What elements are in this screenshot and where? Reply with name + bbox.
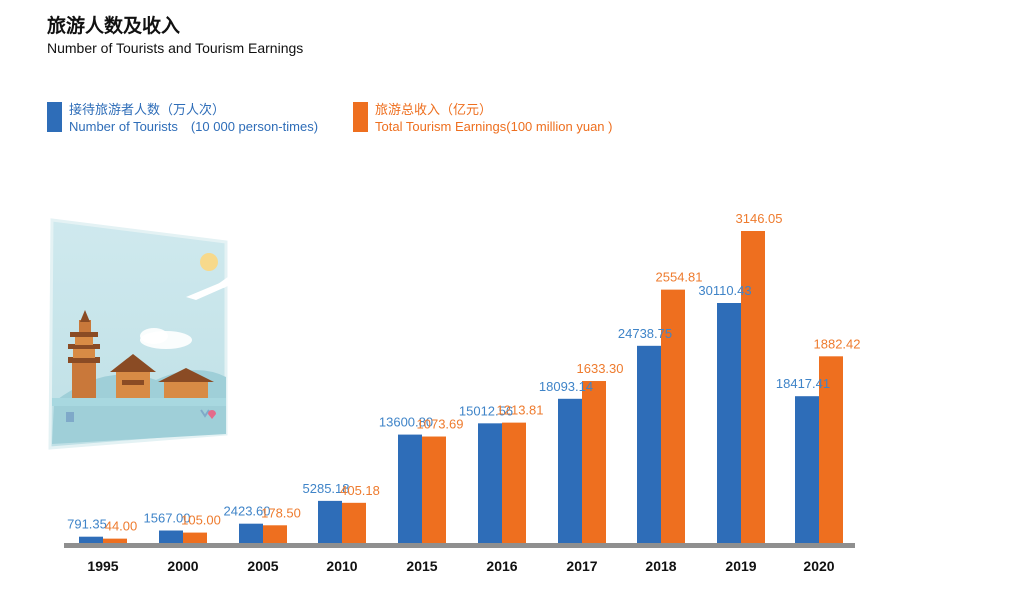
- legend-label-tourists-cn: 接待旅游者人数（万人次）: [69, 102, 226, 117]
- bar-earnings-2017: [582, 381, 606, 543]
- value-label-tourists-1995: 791.35: [67, 517, 107, 532]
- bar-tourists-1995: [79, 536, 103, 543]
- value-label-earnings-2017: 1633.30: [577, 361, 624, 376]
- bar-tourists-2005: [239, 523, 263, 543]
- value-label-tourists-2016: 15012.56: [459, 403, 513, 418]
- bar-tourists-2010: [318, 500, 342, 543]
- bar-tourists-2016: [478, 423, 502, 543]
- x-tick-label-1995: 1995: [87, 558, 118, 574]
- bar-tourists-2015: [398, 434, 422, 543]
- bar-earnings-2018: [661, 289, 685, 543]
- x-tick-label-2016: 2016: [486, 558, 517, 574]
- bar-tourists-2000: [159, 530, 183, 543]
- value-label-earnings-2015: 1073.69: [417, 417, 464, 432]
- value-label-earnings-2005: 178.50: [261, 505, 301, 520]
- bar-tourists-2019: [717, 303, 741, 543]
- bar-earnings-2020: [819, 356, 843, 543]
- value-label-earnings-2018: 2554.81: [656, 270, 703, 285]
- legend-item-tourists: 接待旅游者人数（万人次） Number of Tourists (10 000 …: [47, 101, 318, 135]
- x-axis-line: [64, 543, 855, 548]
- bar-earnings-1995: [103, 538, 127, 543]
- bar-tourists-2020: [795, 396, 819, 543]
- value-label-tourists-2005: 2423.60: [224, 504, 271, 519]
- value-label-tourists-2010: 5285.18: [303, 481, 350, 496]
- value-label-earnings-2016: 1213.81: [497, 403, 544, 418]
- bar-earnings-2000: [183, 532, 207, 543]
- x-tick-label-2005: 2005: [247, 558, 278, 574]
- legend-swatch-tourists: [47, 102, 62, 132]
- value-label-tourists-2018: 24738.75: [618, 326, 672, 341]
- chart-title-en: Number of Tourists and Tourism Earnings: [47, 40, 304, 56]
- bar-earnings-2005: [263, 525, 287, 543]
- value-label-tourists-2000: 1567.00: [144, 511, 191, 526]
- value-label-tourists-2015: 13600.80: [379, 415, 433, 430]
- value-label-earnings-2019: 3146.05: [736, 211, 783, 226]
- legend-label-earnings-en: Total Tourism Earnings(100 million yuan …: [375, 119, 613, 134]
- value-label-tourists-2020: 18417.41: [776, 376, 830, 391]
- legend-label-tourists-en: Number of Tourists (10 000 person-times): [69, 119, 319, 134]
- x-tick-label-2000: 2000: [167, 558, 198, 574]
- x-tick-label-2010: 2010: [326, 558, 357, 574]
- x-tick-label-2017: 2017: [566, 558, 597, 574]
- x-tick-label-2020: 2020: [803, 558, 834, 574]
- x-tick-label-2015: 2015: [406, 558, 437, 574]
- bar-earnings-2019: [741, 231, 765, 543]
- x-tick-label-2019: 2019: [725, 558, 756, 574]
- bar-earnings-2016: [502, 422, 526, 543]
- value-label-tourists-2019: 30110.43: [698, 283, 751, 298]
- x-tick-label-2018: 2018: [645, 558, 676, 574]
- value-label-earnings-1995: 44.00: [105, 519, 138, 534]
- bar-tourists-2018: [637, 345, 661, 543]
- bar-earnings-2015: [422, 436, 446, 543]
- bar-earnings-2010: [342, 502, 366, 543]
- legend-label-earnings-cn: 旅游总收入（亿元）: [375, 102, 493, 117]
- value-label-earnings-2000: 105.00: [181, 513, 221, 528]
- travel-illustration: [48, 218, 251, 450]
- legend-item-earnings: 旅游总收入（亿元） Total Tourism Earnings(100 mil…: [353, 101, 612, 135]
- value-label-tourists-2017: 18093.14: [539, 379, 593, 394]
- bar-tourists-2017: [558, 398, 582, 543]
- legend-swatch-earnings: [353, 102, 368, 132]
- value-label-earnings-2010: 405.18: [340, 483, 380, 498]
- chart-title-cn: 旅游人数及收入: [47, 15, 181, 37]
- value-label-earnings-2020: 1882.42: [814, 336, 861, 351]
